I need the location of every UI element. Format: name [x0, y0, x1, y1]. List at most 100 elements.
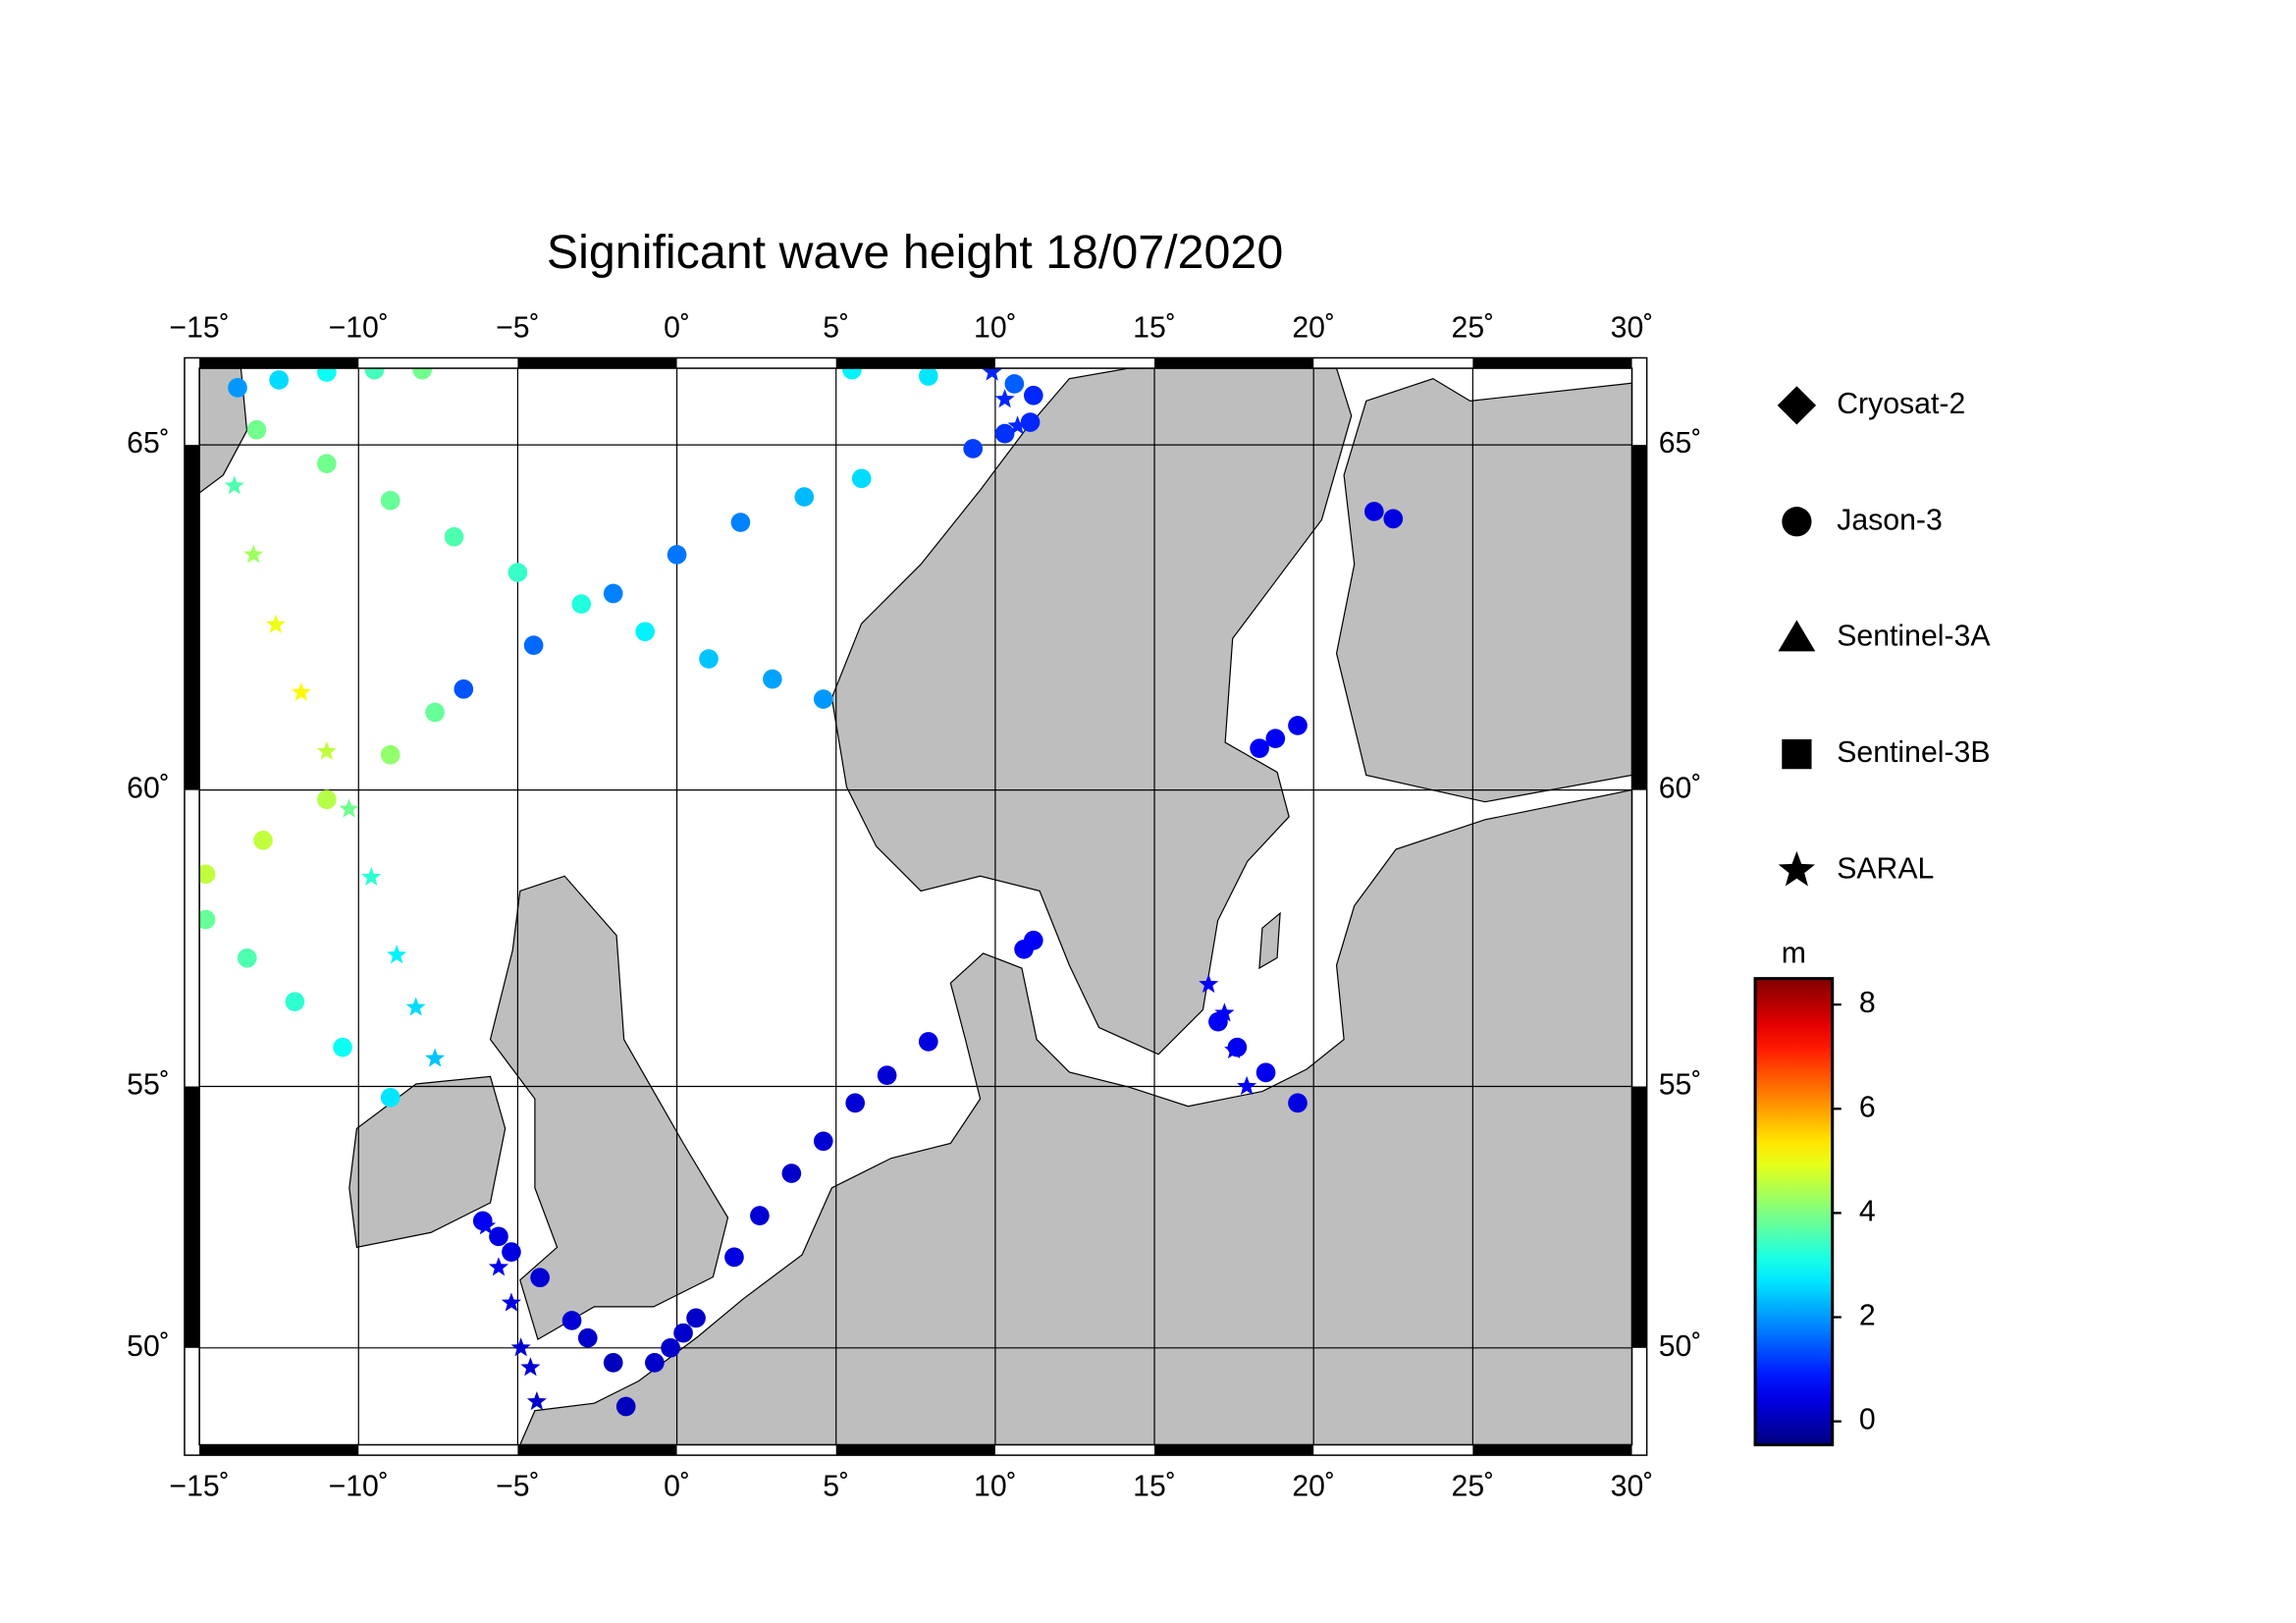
data-point: [1364, 502, 1384, 521]
data-point: [1237, 1075, 1257, 1096]
data-point: [526, 1390, 547, 1411]
data-point: [673, 1323, 693, 1343]
data-point: [1004, 374, 1025, 394]
data-point: [1224, 1039, 1245, 1059]
data-point: [253, 831, 273, 850]
data-point: [994, 423, 1015, 444]
data-point: [333, 1037, 352, 1057]
data-point: [380, 1087, 400, 1108]
data-point: [425, 702, 445, 723]
frame-bar: [517, 1444, 677, 1456]
data-point: [339, 798, 359, 818]
x-tick-label: −15˚: [169, 312, 229, 345]
frame-bar: [184, 1086, 200, 1348]
data-point: [699, 649, 719, 669]
data-point: [507, 563, 528, 582]
data-point: [661, 1337, 680, 1358]
data-point: [686, 1308, 706, 1328]
frame-bar: [199, 357, 359, 369]
legend-marker: [1778, 850, 1816, 887]
data-point: [982, 368, 1002, 381]
frame-bar: [517, 357, 677, 369]
data-point: [502, 1242, 521, 1262]
data-point: [813, 689, 833, 709]
data-point: [317, 454, 337, 474]
data-point: [994, 389, 1015, 408]
frame-bar: [835, 1444, 995, 1456]
data-point: [763, 669, 782, 689]
data-point: [380, 490, 400, 511]
x-tick-label: 0˚: [664, 1470, 690, 1502]
data-point: [1023, 385, 1043, 406]
y-tick-label: 55˚: [1659, 1068, 1702, 1101]
data-point: [561, 1311, 582, 1330]
x-tick-label: 10˚: [974, 312, 1017, 345]
x-tick-label: 15˚: [1133, 312, 1176, 345]
data-point: [488, 1257, 509, 1276]
data-point: [1250, 738, 1269, 758]
data-point: [1020, 412, 1041, 432]
data-point: [387, 945, 407, 964]
data-point: [237, 947, 257, 968]
x-tick-label: −15˚: [169, 1470, 229, 1502]
frame-bar: [1154, 1444, 1314, 1456]
data-point: [199, 909, 216, 930]
data-point: [361, 866, 382, 887]
data-point: [918, 1032, 938, 1052]
legend-marker: [1778, 620, 1816, 652]
data-point: [510, 1337, 531, 1357]
data-point: [842, 368, 862, 380]
legend-marker: [1782, 507, 1812, 537]
frame-bar: [1154, 357, 1314, 369]
data-point: [603, 583, 623, 604]
data-point: [667, 545, 687, 565]
data-point: [425, 1048, 446, 1067]
data-point: [750, 1206, 770, 1225]
data-point: [730, 513, 751, 532]
x-tick-label: 20˚: [1292, 312, 1335, 345]
data-point: [489, 1226, 508, 1247]
data-point: [520, 1357, 541, 1377]
data-point: [316, 740, 337, 761]
data-point: [1023, 930, 1043, 950]
data-point: [291, 681, 311, 701]
data-point: [1214, 1002, 1235, 1022]
continent: [519, 788, 1632, 1445]
y-tick-label: 65˚: [1659, 427, 1702, 460]
colorbar-tick-label: 4: [1859, 1195, 1876, 1227]
colorbar-tick-label: 2: [1859, 1300, 1876, 1332]
finland: [1335, 377, 1632, 803]
data-point: [243, 544, 264, 564]
frame-bar: [1472, 1444, 1632, 1456]
data-point: [269, 370, 290, 390]
data-point: [781, 1163, 802, 1183]
data-point: [918, 368, 938, 386]
data-point: [224, 475, 244, 495]
data-point: [228, 378, 247, 398]
scandinavia: [830, 368, 1353, 1055]
grid: [199, 368, 1632, 1445]
x-tick-label: 20˚: [1292, 1470, 1335, 1502]
data-point: [412, 368, 432, 380]
data-point: [501, 1292, 522, 1312]
x-tick-label: −5˚: [496, 312, 540, 345]
chart-title: Significant wave height 18/07/2020: [547, 226, 1283, 279]
data-point: [851, 468, 872, 489]
x-tick-label: 0˚: [664, 312, 690, 345]
data-point: [523, 635, 544, 656]
iceland: [199, 368, 248, 494]
data-point: [199, 864, 216, 885]
x-tick-label: −10˚: [329, 312, 389, 345]
data-point: [615, 1396, 636, 1417]
data-point: [530, 1268, 550, 1288]
data-point: [577, 1327, 598, 1348]
x-tick-label: 15˚: [1133, 1470, 1176, 1502]
y-tick-label: 50˚: [127, 1330, 170, 1363]
data-point: [724, 1247, 744, 1268]
data-point: [364, 368, 385, 380]
colorbar-label: m: [1782, 937, 1806, 969]
data-point: [571, 594, 592, 614]
data-point: [845, 1093, 866, 1113]
data-point: [1199, 973, 1219, 994]
